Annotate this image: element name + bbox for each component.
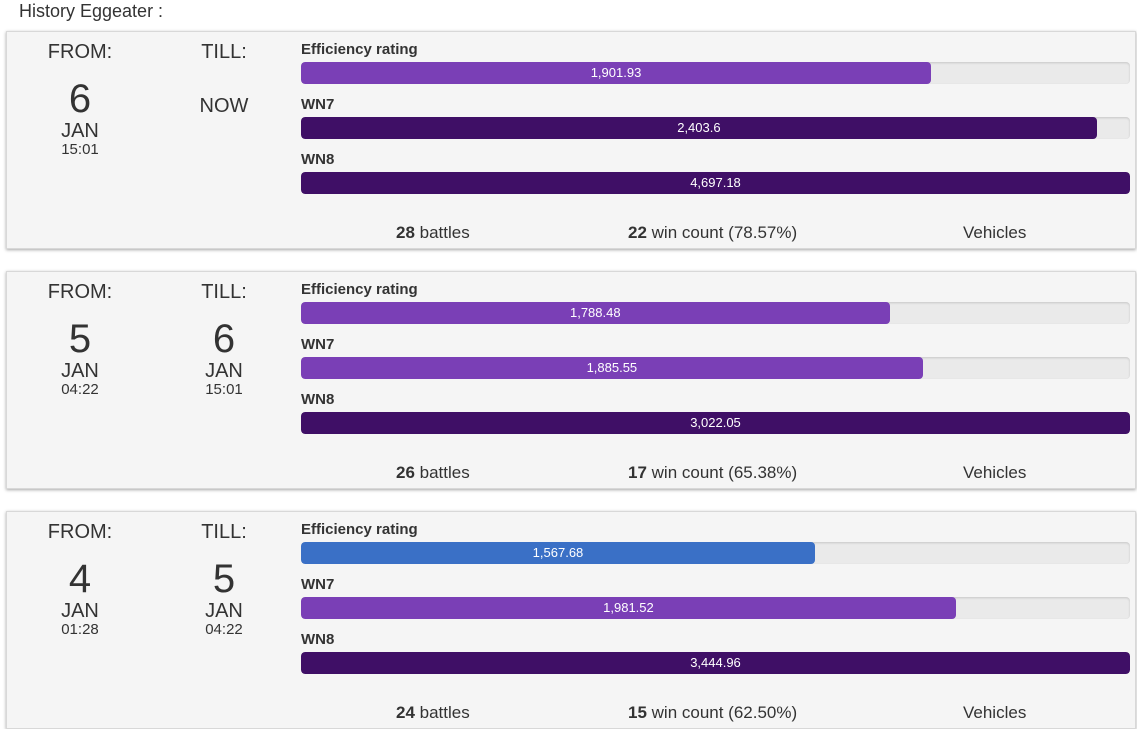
till-time: 15:01 (205, 381, 243, 398)
metric-label: Efficiency rating (301, 281, 418, 298)
battles-count: 28 battles (396, 223, 470, 243)
till-day: 5 (212, 557, 236, 601)
battles-label: battles (414, 463, 470, 482)
wn8-metric: WN8 4,697.18 (301, 151, 1130, 194)
wn7-metric: WN7 1,885.55 (301, 336, 1130, 379)
battles-count: 24 battles (396, 703, 470, 723)
till-label: TILL: (201, 281, 247, 303)
battles-label: battles (414, 703, 470, 722)
efficiency-rating-metric: Efficiency rating 1,788.48 (301, 281, 1130, 324)
metric-label: WN8 (301, 391, 335, 408)
till-month: JAN (205, 360, 243, 382)
metric-bar-track: 1,981.52 (301, 597, 1130, 619)
from-day: 4 (68, 557, 92, 601)
page-title: History Eggeater : (19, 1, 164, 21)
metric-bar-fill: 4,697.18 (301, 172, 1130, 194)
from-date: FROM: 6 JAN 15:01 (25, 32, 135, 159)
metric-bar-fill: 3,022.05 (301, 412, 1130, 434)
metric-bar-fill: 1,981.52 (301, 597, 956, 619)
till-date: TILL: NOW (169, 32, 279, 118)
metric-bar-track: 2,403.6 (301, 117, 1130, 139)
from-label: FROM: (47, 521, 113, 543)
till-date: TILL: 6 JAN 15:01 (169, 272, 279, 399)
battles-number: 24 (396, 703, 415, 722)
efficiency-rating-metric: Efficiency rating 1,567.68 (301, 521, 1130, 564)
from-day: 6 (68, 77, 92, 121)
from-label: FROM: (47, 41, 113, 63)
from-time: 15:01 (61, 141, 99, 158)
metric-bar-fill: 1,788.48 (301, 302, 890, 324)
history-period-card: FROM: 6 JAN 15:01 TILL: NOW Efficiency r… (6, 31, 1136, 249)
history-period-card: FROM: 5 JAN 04:22 TILL: 6 JAN 15:01 Effi… (6, 271, 1136, 489)
wins-number: 22 (628, 223, 647, 242)
till-time: 04:22 (205, 621, 243, 638)
wn7-metric: WN7 1,981.52 (301, 576, 1130, 619)
efficiency-rating-metric: Efficiency rating 1,901.93 (301, 41, 1130, 84)
metric-label: WN8 (301, 631, 335, 648)
till-label: TILL: (201, 521, 247, 543)
metric-label: WN7 (301, 576, 335, 593)
metric-label: WN7 (301, 96, 335, 113)
till-day: 6 (212, 317, 236, 361)
from-date: FROM: 5 JAN 04:22 (25, 272, 135, 399)
metric-label: WN8 (301, 151, 335, 168)
from-month: JAN (61, 360, 99, 382)
wn8-metric: WN8 3,444.96 (301, 631, 1130, 674)
vehicles-link[interactable]: Vehicles (963, 223, 1027, 242)
from-date: FROM: 4 JAN 01:28 (25, 512, 135, 639)
vehicles-link[interactable]: Vehicles (963, 703, 1027, 722)
metric-bar-fill: 2,403.6 (301, 117, 1097, 139)
metric-bar-track: 1,567.68 (301, 542, 1130, 564)
metric-bar-fill: 1,901.93 (301, 62, 932, 84)
battles-count: 26 battles (396, 463, 470, 483)
metric-bar-fill: 1,885.55 (301, 357, 923, 379)
battles-number: 26 (396, 463, 415, 482)
metric-bar-track: 3,022.05 (301, 412, 1130, 434)
from-time: 01:28 (61, 621, 99, 638)
history-period-card: FROM: 4 JAN 01:28 TILL: 5 JAN 04:22 Effi… (6, 511, 1136, 729)
win-count: 17 win count (65.38%) (628, 463, 797, 483)
metric-label: WN7 (301, 336, 335, 353)
battles-number: 28 (396, 223, 415, 242)
from-month: JAN (61, 600, 99, 622)
till-now: NOW (199, 95, 249, 117)
metric-bar-track: 1,885.55 (301, 357, 1130, 379)
wins-number: 15 (628, 703, 647, 722)
metric-label: Efficiency rating (301, 521, 418, 538)
metric-label: Efficiency rating (301, 41, 418, 58)
wins-label: win count (62.50%) (646, 703, 798, 722)
metric-bar-track: 3,444.96 (301, 652, 1130, 674)
wins-label: win count (78.57%) (646, 223, 798, 242)
from-day: 5 (68, 317, 92, 361)
wins-label: win count (65.38%) (646, 463, 798, 482)
till-date: TILL: 5 JAN 04:22 (169, 512, 279, 639)
wn7-metric: WN7 2,403.6 (301, 96, 1130, 139)
vehicles-link[interactable]: Vehicles (963, 463, 1027, 482)
from-month: JAN (61, 120, 99, 142)
battles-label: battles (414, 223, 470, 242)
metric-bar-track: 1,788.48 (301, 302, 1130, 324)
metric-bar-fill: 3,444.96 (301, 652, 1130, 674)
from-time: 04:22 (61, 381, 99, 398)
till-month: JAN (205, 600, 243, 622)
metric-bar-track: 1,901.93 (301, 62, 1130, 84)
win-count: 22 win count (78.57%) (628, 223, 797, 243)
wins-number: 17 (628, 463, 647, 482)
till-label: TILL: (201, 41, 247, 63)
wn8-metric: WN8 3,022.05 (301, 391, 1130, 434)
from-label: FROM: (47, 281, 113, 303)
metric-bar-fill: 1,567.68 (301, 542, 815, 564)
win-count: 15 win count (62.50%) (628, 703, 797, 723)
metric-bar-track: 4,697.18 (301, 172, 1130, 194)
